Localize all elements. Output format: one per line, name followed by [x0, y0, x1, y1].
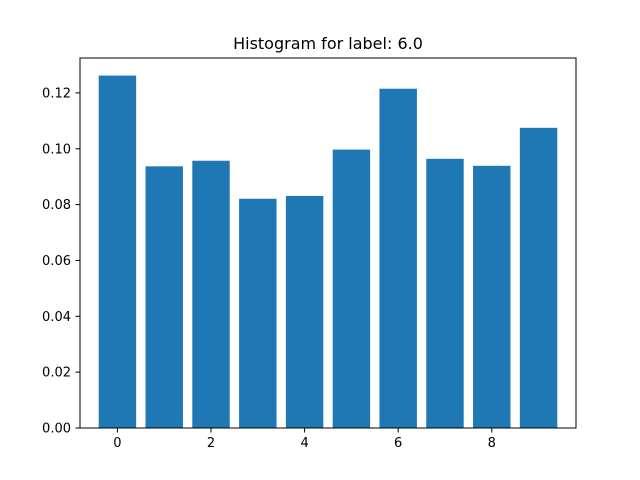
- bar-6: [379, 88, 417, 428]
- x-tick-label: 6: [394, 436, 402, 451]
- chart-title: Histogram for label: 6.0: [233, 34, 423, 53]
- y-axis: 0.00 0.02 0.04 0.06 0.08 0.10 0.12: [42, 86, 80, 437]
- x-tick-label: 4: [300, 436, 308, 451]
- bar-2: [192, 160, 230, 428]
- x-tick-label: 2: [207, 436, 215, 451]
- y-tick-label: 0.12: [42, 86, 71, 101]
- plot-frame: [79, 57, 577, 429]
- y-tick-label: 0.06: [42, 254, 71, 269]
- y-tick-label: 0.08: [42, 198, 71, 213]
- y-tick-label: 0.02: [42, 366, 71, 381]
- bar-4: [285, 195, 324, 428]
- bar-1: [145, 166, 183, 428]
- bar-8: [473, 165, 511, 428]
- bar-0: [98, 75, 137, 428]
- bar-3: [239, 198, 277, 428]
- y-tick-label: 0.04: [42, 310, 71, 325]
- bar-7: [426, 158, 464, 428]
- bar-9: [519, 127, 558, 429]
- bars-group: [98, 75, 558, 429]
- y-tick-label: 0.00: [42, 422, 71, 437]
- bar-5: [332, 149, 371, 428]
- y-tick-label: 0.10: [42, 142, 71, 157]
- x-tick-label: 8: [488, 436, 496, 451]
- x-tick-label: 0: [113, 436, 121, 451]
- x-axis: 0 2 4 6 8: [113, 428, 496, 451]
